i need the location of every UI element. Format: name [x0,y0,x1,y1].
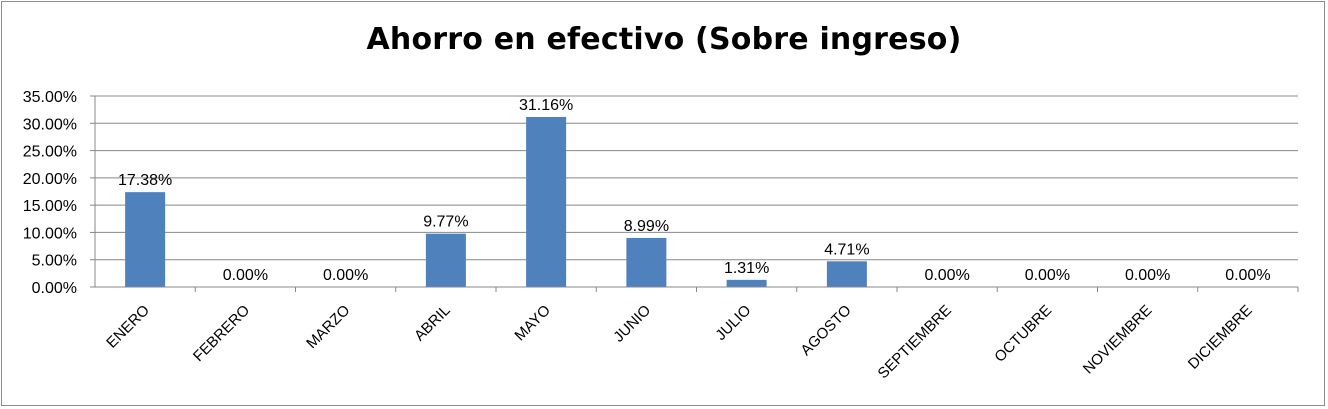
x-tick-label: MARZO [303,302,353,352]
data-label: 9.77% [423,214,468,231]
x-tick-label: FEBRERO [190,302,253,365]
data-label: 17.38% [118,172,172,189]
x-tick-label: ABRIL [411,302,454,345]
y-tick-label: 5.00% [32,253,77,270]
x-tick-label: OCTUBRE [991,302,1055,366]
data-label: 0.00% [1225,267,1270,284]
x-tick-label: MAYO [511,302,553,344]
x-tick-label: SEPTIEMBRE [875,302,955,382]
x-tick-label: DICIEMBRE [1185,302,1256,373]
x-tick-label: AGOSTO [797,302,854,359]
axes [90,95,1299,292]
x-tick-label: JUNIO [610,302,654,346]
y-axis-ticks: 0.00% 5.00% 10.00% 15.00% 20.00% 25.00% 30.00%… [23,89,77,297]
y-tick-label: 20.00% [23,171,77,188]
y-tick-label: 35.00% [23,89,77,106]
gridlines [95,95,1298,261]
x-axis-ticks: ENERO FEBRERO MARZO ABRIL MAYO JUNIO JULIO AGOS… [103,302,1255,382]
x-tick-label: ENERO [103,302,153,352]
data-label: 8.99% [624,218,669,235]
bar [425,233,466,287]
data-label: 0.00% [924,267,969,284]
y-tick-label: 25.00% [23,144,77,161]
bar [526,116,567,287]
bars [125,116,867,287]
data-label: 0.00% [1125,267,1170,284]
data-label: 0.00% [323,267,368,284]
y-tick-label: 15.00% [23,198,77,215]
data-labels: 17.38% 0.00% 0.00% 9.77% 31.16% 8.99% 1.31% 4.7… [118,97,1271,284]
bar [125,192,166,287]
chart-title: Ahorro en efectivo (Sobre ingreso) [366,22,962,57]
data-label: 1.31% [724,260,769,277]
x-tick-label: JULIO [712,302,754,344]
data-label: 4.71% [824,241,869,258]
bar [726,279,767,287]
data-label: 31.16% [519,97,573,114]
bar [626,237,667,287]
bar [826,261,867,287]
y-tick-label: 0.00% [32,280,77,297]
data-label: 0.00% [1025,267,1070,284]
x-tick-label: NOVIEMBRE [1080,302,1156,378]
y-tick-label: 30.00% [23,116,77,133]
y-tick-label: 10.00% [23,225,77,242]
data-label: 0.00% [223,267,268,284]
